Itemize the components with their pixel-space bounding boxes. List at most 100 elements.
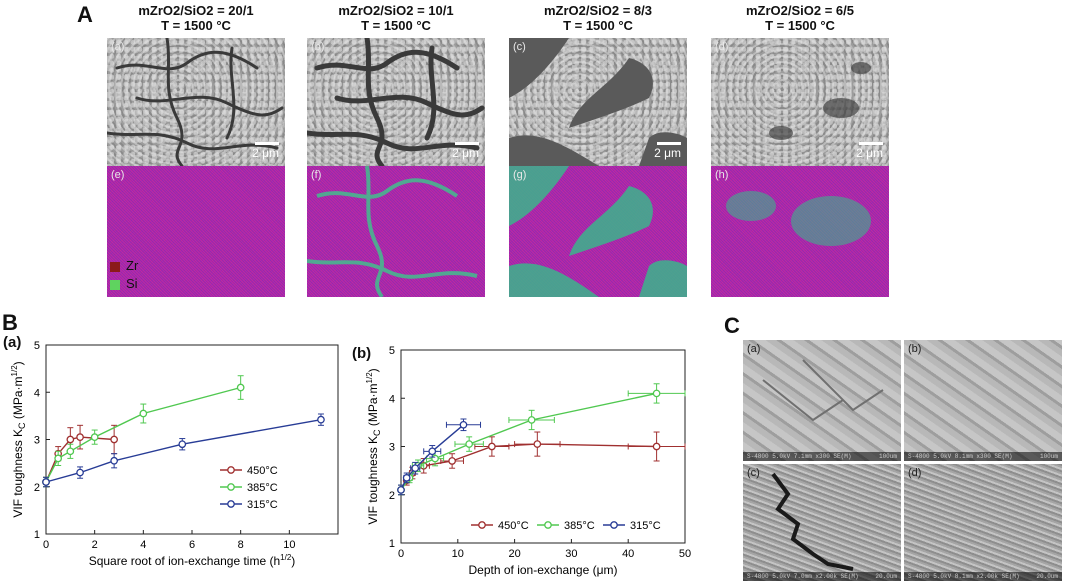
x-tick-label: 0 <box>398 548 404 560</box>
data-point <box>66 447 75 456</box>
surface-sem-1: (a) S-4800 5.0kV 7.1mm x300 SE(M) 100um <box>743 340 901 461</box>
crack-pattern <box>307 38 485 166</box>
data-point <box>42 478 50 486</box>
eds-map-2: (f) <box>307 166 485 297</box>
eds-map-1: (e) <box>107 166 285 297</box>
sem-image-3: (c) 2 μm <box>509 38 687 166</box>
surface-sem-4: (d) S-4800 5.0kV 8.1mm x2.00k SE(M) 20.0um <box>904 464 1062 581</box>
y-axis-label: VIF toughness KC (MPa·m1/2) <box>365 368 382 524</box>
data-point <box>448 457 456 465</box>
y-tick-label: 1 <box>389 538 395 550</box>
data-point <box>465 440 474 448</box>
y-axis-label: VIF toughness KC (MPa·m1/2) <box>10 361 27 517</box>
data-point <box>411 464 420 473</box>
surface-sem-3: (c) S-4800 5.0kV 7.0mm x2.00k SE(M) 20.0um <box>743 464 901 581</box>
data-point <box>54 454 63 463</box>
column-title-3: mZrO2/SiO2 = 8/3 T = 1500 °C <box>509 3 687 33</box>
x-axis-label: Square root of ion-exchange time (h1/2) <box>89 553 296 568</box>
sem-image-2: (b) 2 μm <box>307 38 485 166</box>
temperature-text: T = 1500 °C <box>161 18 231 33</box>
grain-pattern <box>509 38 687 166</box>
x-tick-label: 10 <box>452 548 464 560</box>
grain-pattern <box>769 62 871 140</box>
image-label: (g) <box>513 169 527 181</box>
data-point <box>488 442 496 451</box>
x-tick-label: 8 <box>238 539 244 551</box>
legend-item-si: Si <box>110 276 138 291</box>
x-tick-label: 0 <box>43 539 49 551</box>
sem-image-1: (a) 2 μm <box>107 38 285 166</box>
ratio-text: mZrO2/SiO2 = 6/5 <box>745 3 855 18</box>
y-tick-label: 3 <box>389 442 395 454</box>
legend-marker <box>478 521 486 529</box>
legend-marker <box>610 521 618 529</box>
scale-bar: 2 μm <box>252 142 279 160</box>
data-point <box>90 433 99 441</box>
series-line-1 <box>45 386 241 483</box>
si-distribution <box>726 191 871 246</box>
data-point <box>76 468 84 477</box>
legend-label: 385°C <box>564 520 595 532</box>
legend-marker <box>227 483 235 491</box>
data-point <box>76 433 84 441</box>
ratio-text: mZrO2/SiO2 = 20/1 <box>138 3 254 18</box>
panel-c-letter: C <box>724 313 740 338</box>
eds-map-4: (h) <box>711 166 889 297</box>
data-point <box>317 415 325 424</box>
data-point <box>139 409 148 418</box>
image-label: (a) <box>747 343 761 355</box>
column-title-1: mZrO2/SiO2 = 20/1 T = 1500 °C <box>107 3 285 33</box>
image-label: (f) <box>311 169 322 181</box>
image-label: (b) <box>311 41 325 53</box>
sem-info-strip: S-4800 5.0kV 8.1mm x2.00k SE(M) 20.0um <box>904 572 1062 581</box>
scale-bar: 2 μm <box>856 142 883 160</box>
series-line-1 <box>400 392 657 491</box>
image-label: (b) <box>908 343 922 355</box>
si-distribution <box>307 166 478 297</box>
column-title-2: mZrO2/SiO2 = 10/1 T = 1500 °C <box>307 3 485 33</box>
y-tick-label: 5 <box>34 340 40 352</box>
x-axis-label: Depth of ion-exchange (μm) <box>469 563 618 577</box>
crack-path <box>771 472 854 571</box>
element-legend: Zr Si <box>110 258 138 291</box>
data-point <box>236 383 245 392</box>
legend-marker <box>544 521 552 529</box>
image-label: (d) <box>715 41 729 53</box>
scale-bar: 2 μm <box>654 142 681 160</box>
si-distribution <box>509 166 687 297</box>
data-point <box>178 440 187 449</box>
zr-swatch <box>110 261 120 272</box>
scale-bar: 2 μm <box>452 142 479 160</box>
x-tick-label: 30 <box>565 548 577 560</box>
y-tick-label: 4 <box>389 393 395 405</box>
data-point <box>459 420 468 429</box>
ratio-text: mZrO2/SiO2 = 10/1 <box>338 3 454 18</box>
x-tick-label: 6 <box>189 539 195 551</box>
legend-item-zr: Zr <box>110 258 138 273</box>
panel-a-letter: A <box>77 2 93 27</box>
chart-a-label: (a) <box>3 334 22 351</box>
chart-b: 0 10 20 30 40 50 1 2 3 4 5 Depth of ion-exchange (μ… <box>365 345 691 577</box>
temperature-text: T = 1500 °C <box>563 18 633 33</box>
legend-label: 315°C <box>630 520 661 532</box>
panel-b-letter: B <box>2 310 18 335</box>
si-swatch <box>110 279 120 290</box>
data-point <box>66 435 75 444</box>
data-point <box>527 416 536 424</box>
y-tick-label: 2 <box>34 482 40 494</box>
image-label: (d) <box>908 467 922 479</box>
temperature-text: T = 1500 °C <box>361 18 431 33</box>
data-point <box>402 474 411 482</box>
image-label: (c) <box>747 467 760 479</box>
sem-info-strip: S-4800 5.0kV 8.1mm x300 SE(M) 100um <box>904 452 1062 461</box>
series-line-2 <box>45 419 322 483</box>
eds-map-3: (g) <box>509 166 687 297</box>
crack-pattern <box>107 38 284 166</box>
legend-label: 315°C <box>247 499 278 511</box>
data-point <box>428 447 437 456</box>
x-tick-label: 20 <box>508 548 520 560</box>
image-label: (e) <box>111 169 125 181</box>
x-tick-label: 50 <box>679 548 691 560</box>
legend-label: 450°C <box>247 465 278 477</box>
sem-image-4: (d) 2 μm <box>711 38 889 166</box>
